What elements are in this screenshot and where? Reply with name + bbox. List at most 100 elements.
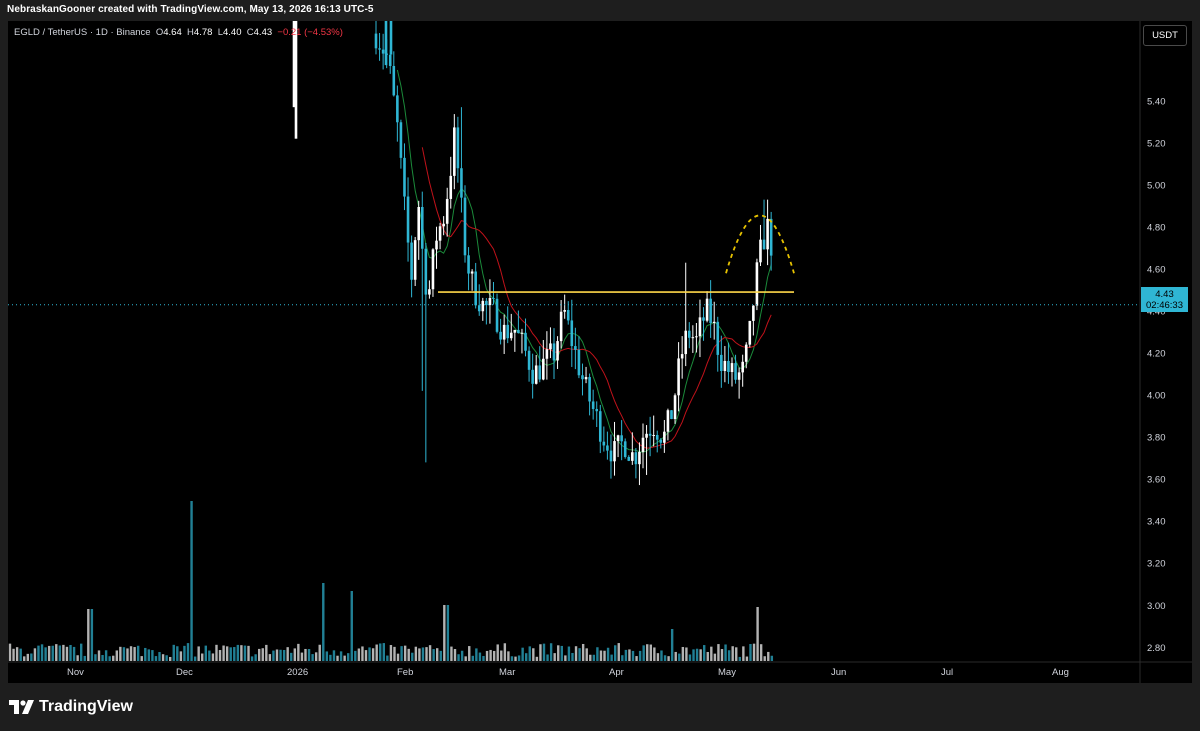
volume-bar (617, 643, 620, 661)
x-tick-label: Apr (609, 667, 624, 678)
volume-bar (104, 650, 108, 661)
candle-body (485, 300, 488, 306)
candle-body (456, 127, 460, 169)
candle-body (474, 271, 477, 306)
candle-body (666, 410, 670, 432)
x-tick-label: Feb (397, 667, 413, 678)
volume-bar (621, 655, 624, 661)
candle-body (545, 349, 549, 359)
volume-bar (460, 650, 464, 661)
volume-bar (674, 651, 677, 661)
candle-body (431, 249, 435, 290)
volume-bar (322, 583, 325, 661)
volume-bar (667, 656, 670, 661)
volume-bar (169, 656, 172, 661)
candle-body (741, 361, 744, 373)
candle-body (769, 218, 773, 256)
candle-body (659, 439, 663, 443)
volume-bar (599, 650, 603, 661)
volume-bar (692, 649, 695, 661)
symbol-name[interactable]: EGLD / TetherUS · 1D · Binance (14, 27, 151, 38)
volume-bar (411, 652, 414, 661)
close-value: 4.43 (253, 27, 273, 38)
volume-bar (396, 653, 400, 661)
candle-body (385, 53, 388, 55)
volume-bar (453, 649, 457, 661)
volume-bar (421, 647, 425, 661)
volume-bar (94, 654, 97, 661)
candle-body (420, 206, 424, 249)
last-price-value: 4.43 (1155, 289, 1174, 300)
volume-bar (400, 646, 403, 661)
volume-bar (503, 643, 507, 661)
volume-bar (535, 656, 539, 661)
candle-body (591, 401, 595, 409)
volume-bar (83, 655, 86, 661)
volume-bar (624, 649, 628, 661)
volume-bar (507, 651, 510, 661)
price-chart-svg[interactable]: 5.40 5.20 5.00 4.80 4.60 4.40 4.20 4.00 3.80 3.60… (8, 21, 1192, 683)
candle-body (524, 332, 527, 351)
candle-body (520, 332, 524, 334)
volume-bar (40, 644, 44, 661)
volume-bar (432, 649, 435, 661)
volume-bar (350, 591, 353, 661)
volume-bar (243, 645, 247, 661)
low-value: 4.40 (222, 27, 242, 38)
volume-bar (240, 645, 243, 661)
volume-bar (279, 649, 282, 661)
volume-bar (72, 646, 76, 661)
change-value: −0.21 (−4.53%) (277, 27, 343, 38)
volume-bar (304, 648, 307, 661)
volume-bar (638, 650, 642, 661)
candle-body (588, 377, 591, 402)
candle-body (449, 175, 453, 199)
volume-bar (119, 646, 122, 661)
volume-bar (357, 648, 361, 661)
y-tick-label: 3.40 (1147, 517, 1166, 528)
chart-area[interactable]: 5.40 5.20 5.00 4.80 4.60 4.40 4.20 4.00 3.80 3.60… (8, 21, 1192, 683)
candle-body (663, 431, 666, 443)
volume-bar (172, 644, 175, 661)
volume-bar (236, 644, 240, 661)
volume-bar (215, 644, 218, 661)
currency-button[interactable]: USDT (1143, 25, 1187, 46)
volume-bar (656, 653, 660, 661)
volume-bar (129, 646, 133, 661)
volume-bar (233, 647, 236, 661)
x-tick-label: Jul (941, 667, 953, 678)
x-tick-label: May (718, 667, 736, 678)
volume-bar (136, 645, 140, 661)
candle-body (655, 435, 659, 440)
volume-bar (204, 645, 207, 661)
candle-body (374, 33, 378, 49)
volume-bar (642, 645, 645, 661)
y-tick-label: 4.80 (1147, 222, 1166, 233)
volume-bar (80, 643, 83, 661)
volume-bar (557, 645, 560, 661)
candle-body (584, 377, 588, 380)
volume-bar (514, 656, 517, 661)
candle-body (727, 360, 730, 373)
volume-bar (713, 653, 717, 661)
y-tick-label: 3.80 (1147, 433, 1166, 444)
volume-bar (47, 645, 51, 661)
volume-bar (439, 650, 442, 661)
volume-bar (329, 654, 332, 661)
volume-bar (653, 647, 656, 661)
volume-bar (208, 650, 211, 661)
volume-bar (635, 656, 638, 661)
volume-bar (720, 649, 724, 661)
volume-bar (122, 647, 126, 661)
volume-bar (247, 645, 250, 661)
candle-body (766, 218, 769, 250)
candle-body (723, 360, 727, 371)
y-tick-label: 2.80 (1147, 643, 1166, 654)
candle-body (460, 168, 463, 198)
volume-bar (268, 654, 272, 661)
high-label: H (187, 27, 194, 38)
candle-body (388, 54, 392, 66)
volume-bar (37, 645, 40, 661)
volume-bar (767, 651, 770, 661)
volume-bar (425, 647, 428, 661)
